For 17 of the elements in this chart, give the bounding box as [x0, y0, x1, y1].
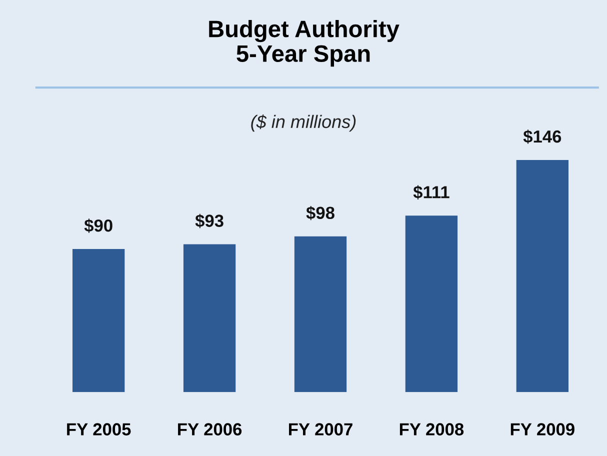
bar [516, 160, 568, 392]
data-label: $93 [195, 214, 224, 228]
x-tick-label: FY 2007 [288, 423, 352, 436]
data-label: $111 [413, 185, 450, 200]
data-label: $90 [84, 218, 112, 233]
x-tick-label: FY 2008 [400, 423, 464, 436]
chart-subtitle: ($ in millions) [251, 114, 356, 132]
bar [183, 244, 236, 392]
bar [405, 216, 458, 392]
x-tick-label: FY 2005 [67, 423, 131, 436]
data-label: $146 [523, 130, 562, 144]
bar [294, 236, 347, 392]
bar [72, 249, 125, 392]
x-tick-label: FY 2006 [178, 423, 242, 436]
data-label: $98 [306, 206, 334, 220]
chart-title: Budget Authority 5-Year Span [209, 20, 400, 67]
x-tick-label: FY 2009 [510, 423, 574, 436]
